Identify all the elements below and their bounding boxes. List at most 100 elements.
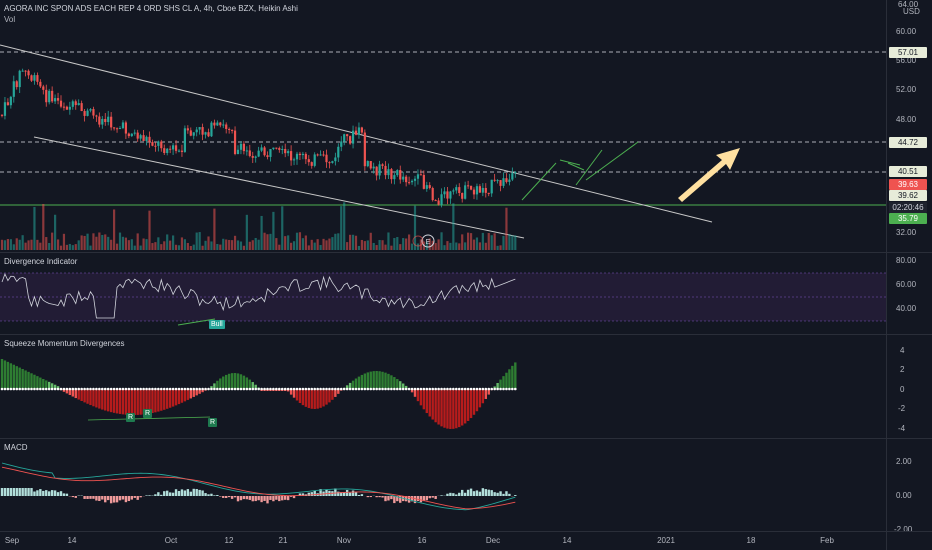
squeeze-dot xyxy=(201,387,204,391)
squeeze-dot xyxy=(322,387,325,391)
volume-bar xyxy=(393,238,396,250)
squeeze-dot xyxy=(3,387,7,391)
candle-body xyxy=(425,185,428,189)
pane-separator[interactable] xyxy=(0,334,932,335)
divergence-pane[interactable]: Divergence Indicator Bull xyxy=(0,253,932,333)
squeeze-dot xyxy=(195,387,198,391)
macd-histogram-bar xyxy=(325,489,328,496)
macd-pane[interactable]: MACD xyxy=(0,439,932,531)
squeeze-dot xyxy=(325,387,328,391)
momentum-bar xyxy=(292,389,296,398)
candle-body xyxy=(287,151,290,154)
macd-histogram-bar xyxy=(369,496,372,498)
momentum-bar xyxy=(142,389,145,415)
candle-body xyxy=(127,133,130,137)
pane-separator[interactable] xyxy=(0,438,932,439)
volume-bar xyxy=(195,232,198,250)
squeeze-dot xyxy=(221,387,225,391)
macd-histogram-bar xyxy=(118,496,122,501)
macd-histogram-bar xyxy=(174,489,178,496)
volume-bar xyxy=(80,235,83,250)
squeeze-canvas[interactable] xyxy=(0,335,886,437)
macd-histogram-bar xyxy=(410,496,414,502)
squeeze-dot xyxy=(301,387,305,391)
macd-histogram-bar xyxy=(50,490,54,496)
divergence-canvas[interactable] xyxy=(0,253,886,333)
volume-bar xyxy=(95,236,98,250)
squeeze-dot xyxy=(283,387,287,391)
signal-line xyxy=(1,466,516,510)
momentum-bar xyxy=(334,389,337,397)
momentum-bar xyxy=(15,366,18,389)
squeeze-dot xyxy=(319,387,322,391)
macd-histogram-bar xyxy=(428,496,431,499)
macd-histogram-bar xyxy=(278,496,281,502)
macd-histogram-bar xyxy=(62,493,66,496)
candle-body xyxy=(228,128,231,130)
momentum-bar xyxy=(24,370,27,389)
volume-bar xyxy=(48,242,51,250)
macd-histogram-bar xyxy=(466,489,470,496)
candle-body xyxy=(30,75,33,81)
squeeze-dot xyxy=(177,387,181,391)
macd-histogram-bar xyxy=(375,496,378,498)
volume-bar xyxy=(83,235,86,250)
momentum-bar xyxy=(101,389,104,410)
squeeze-dot xyxy=(487,387,491,391)
squeeze-dot xyxy=(254,387,257,391)
sqz-axis-label: 4 xyxy=(900,346,905,355)
candle-body xyxy=(104,118,107,123)
candle-body xyxy=(384,165,387,176)
squeeze-pane[interactable]: Squeeze Momentum Divergences R R R xyxy=(0,335,932,437)
momentum-bar xyxy=(45,380,48,389)
volume-bar xyxy=(222,238,225,250)
momentum-bar xyxy=(289,389,293,395)
squeeze-dot xyxy=(410,387,414,391)
candle-body xyxy=(45,89,48,103)
candle-body xyxy=(416,174,420,179)
volume-bar xyxy=(405,238,408,250)
squeeze-dot xyxy=(360,387,364,391)
pane-separator[interactable] xyxy=(0,252,932,253)
squeeze-dot xyxy=(457,387,461,391)
macd-histogram-bar xyxy=(254,496,257,502)
volume-bar xyxy=(45,237,48,250)
volume-bar xyxy=(290,242,293,250)
squeeze-dot xyxy=(136,387,139,391)
macd-histogram-bar xyxy=(227,496,231,498)
price-tag-40: 40.51 xyxy=(889,166,927,177)
momentum-bar xyxy=(74,389,77,399)
macd-canvas[interactable] xyxy=(0,439,886,531)
momentum-bar xyxy=(484,389,487,399)
volume-bar xyxy=(36,239,39,250)
volume-bar xyxy=(266,234,269,250)
volume-bar xyxy=(192,244,195,250)
volume-bar xyxy=(360,239,363,250)
macd-histogram-bar xyxy=(508,493,511,496)
macd-histogram-bar xyxy=(83,496,86,499)
squeeze-dot xyxy=(103,387,107,391)
squeeze-dot xyxy=(428,387,432,391)
momentum-bar xyxy=(83,389,86,403)
momentum-bar xyxy=(319,389,322,408)
price-chart-canvas[interactable]: E xyxy=(0,0,886,252)
volume-bar xyxy=(98,232,101,250)
main-chart-pane[interactable]: E AGORA INC SPON ADS EACH REP 4 ORD SHS … xyxy=(0,0,932,252)
squeeze-dot xyxy=(505,387,508,391)
momentum-bar xyxy=(461,389,464,426)
momentum-bar xyxy=(86,389,89,404)
candle-body xyxy=(166,148,169,154)
macd-histogram-bar xyxy=(461,489,464,496)
momentum-bar xyxy=(478,389,482,408)
volume-bar xyxy=(484,242,487,250)
candle-body xyxy=(484,187,487,193)
squeeze-dot xyxy=(142,387,145,391)
volume-bar xyxy=(446,241,449,250)
candle-body xyxy=(295,153,299,160)
squeeze-dot xyxy=(233,387,237,391)
momentum-bar xyxy=(98,389,101,409)
momentum-bar xyxy=(225,374,228,389)
candle-body xyxy=(174,145,178,151)
squeeze-dot xyxy=(192,387,196,391)
momentum-bar xyxy=(304,389,308,407)
